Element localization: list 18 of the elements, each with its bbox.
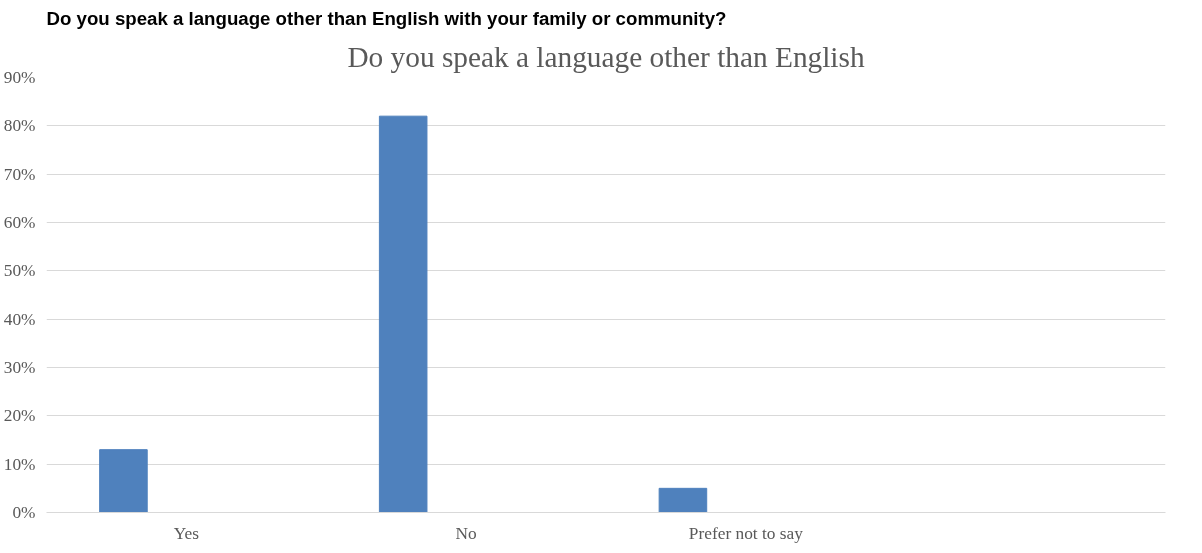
y-tick-label: 10% <box>3 454 36 474</box>
y-tick-label: 30% <box>3 358 36 377</box>
y-tick-label: 20% <box>3 406 36 426</box>
bar <box>658 487 708 513</box>
y-tick-label: 80% <box>3 116 36 136</box>
y-tick-label: 60% <box>3 213 36 232</box>
y-tick-label: 40% <box>3 309 36 329</box>
chart-title: Do you speak a language other than English with your family or community? <box>46 7 727 29</box>
bar <box>99 449 148 513</box>
bar <box>378 115 428 513</box>
chart-subtitle: Do you speak a language other than English <box>347 40 865 73</box>
x-tick-label: Prefer not to say <box>688 523 804 543</box>
y-tick-label: 90% <box>3 68 36 87</box>
x-tick-label: Yes <box>173 523 200 543</box>
y-tick-label: 70% <box>3 164 36 184</box>
x-tick-label: No <box>455 523 477 543</box>
y-tick-label: 0% <box>12 503 36 522</box>
y-tick-label: 50% <box>3 261 36 281</box>
